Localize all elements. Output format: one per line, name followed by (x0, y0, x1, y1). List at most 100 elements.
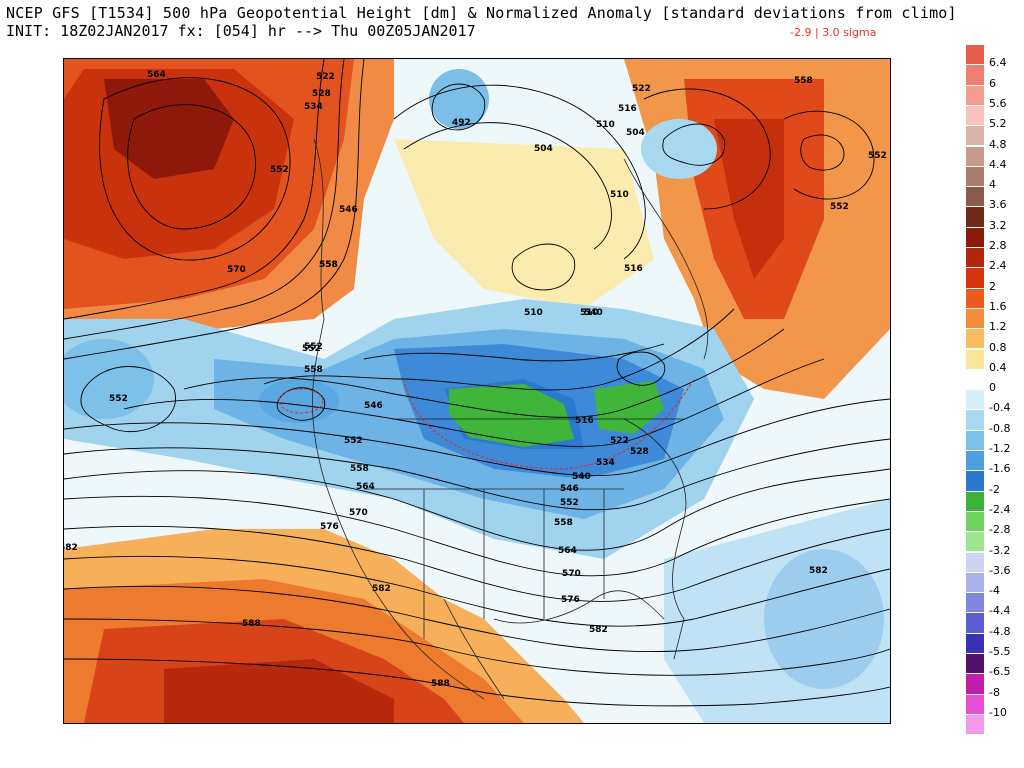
contour-label: 528 (630, 447, 649, 457)
contour-label: 552 (109, 394, 128, 404)
contour-label: 546 (364, 401, 383, 411)
coastlines (312, 138, 709, 700)
colorbar-label: -4.4 (989, 604, 1011, 618)
colorbar-label: 3.6 (989, 198, 1007, 212)
colorbar-swatch (966, 206, 984, 227)
contour-label: 546 (339, 205, 358, 215)
contour-label: 552 (304, 342, 323, 352)
colorbar-swatch (966, 287, 984, 308)
colorbar-label: 0.4 (989, 360, 1007, 374)
colorbar-label: -3.2 (989, 543, 1011, 557)
contour-label: 552 (270, 165, 289, 175)
contour-label: 540 (572, 472, 591, 482)
colorbar-label: 6 (989, 76, 996, 90)
sigma-range: -2.9 | 3.0 sigma (790, 26, 877, 39)
contour-label: 570 (562, 569, 581, 579)
colorbar-swatch (966, 470, 984, 491)
contour-label: 534 (596, 458, 615, 468)
colorbar-swatch (966, 551, 984, 572)
contour-label: 510 (524, 308, 543, 318)
colorbar-swatch (966, 653, 984, 674)
colorbar-label: 2.8 (989, 239, 1007, 252)
colorbar-swatch (966, 44, 984, 65)
colorbar-label: 2 (989, 279, 996, 293)
contour-label: 510 (596, 120, 615, 130)
contour-label: 576 (320, 522, 339, 532)
contour-label: 582 (809, 566, 828, 576)
contour-label: 552 (302, 344, 321, 354)
contour-label: 522 (316, 72, 335, 82)
colorbar-swatch (966, 267, 984, 288)
colorbar-swatch (966, 429, 984, 450)
colorbar-label: 3.2 (989, 218, 1007, 232)
colorbar-label: 6.4 (989, 56, 1007, 70)
colorbar-label: -5.5 (989, 645, 1011, 658)
colorbar-label: -0.4 (989, 401, 1011, 415)
contour-label: 558 (304, 365, 323, 375)
colorbar-label: -8 (989, 685, 1000, 699)
colorbar-swatch (966, 125, 984, 146)
colorbar-label: 1.2 (989, 320, 1007, 334)
colorbar-swatch (966, 510, 984, 532)
map-canvas: 564 522 528 534 552 546 558 552 504 492 … (64, 59, 890, 723)
init-time: INIT: 18Z02JAN2017 fx: [054] hr --> Thu … (6, 22, 476, 40)
colorbar-label: 0 (989, 381, 996, 395)
colorbar-swatch (966, 84, 984, 105)
contour-label: 558 (319, 260, 338, 270)
colorbar-label: 4.8 (989, 137, 1007, 151)
contour-label: 582 (589, 625, 608, 635)
chart-title: NCEP GFS [T1534] 500 hPa Geopotential He… (6, 4, 957, 22)
colorbar-label: 1.6 (989, 299, 1007, 313)
colorbar-label: 0.8 (989, 340, 1007, 354)
contour-label: 570 (227, 265, 246, 275)
colorbar-label: -6.5 (989, 665, 1011, 679)
colorbar-label: 4.4 (989, 157, 1007, 171)
colorbar-label: 4 (989, 178, 996, 192)
colorbar-label: -1.2 (989, 442, 1011, 455)
contour-label: 516 (575, 416, 594, 426)
contour-label: 516 (624, 264, 643, 274)
colorbar-swatch (966, 226, 984, 247)
contour-label: 558 (350, 464, 369, 474)
contour-label: 558 (554, 518, 573, 528)
contour-label: 492 (452, 118, 471, 128)
colorbar-swatch (966, 165, 984, 187)
colorbar-swatch (966, 64, 984, 85)
colorbar-swatch (966, 328, 984, 349)
colorbar-label: -2 (989, 482, 1000, 496)
contour-label: 570 (349, 508, 368, 518)
colorbar-label: 5.2 (989, 117, 1007, 131)
colorbar-label: -3.6 (989, 563, 1011, 577)
colorbar-label: 5.6 (989, 96, 1007, 110)
contour-label: 522 (632, 84, 651, 94)
colorbar-swatch (966, 247, 984, 268)
contour-label: 522 (610, 436, 629, 446)
sigma-contour (278, 378, 695, 470)
contour-label: 558 (319, 260, 338, 270)
colorbar-label: -4.8 (989, 624, 1011, 638)
contour-label: 552 (560, 498, 579, 508)
colorbar-swatch (966, 307, 984, 329)
contour-label: 504 (534, 144, 553, 154)
contour-label: 588 (242, 619, 261, 629)
contour-labels: 564 522 528 534 552 546 558 552 504 492 … (64, 70, 887, 689)
colorbar-swatch (966, 450, 984, 471)
contour-label: 582 (64, 543, 78, 553)
colorbar-swatch (966, 713, 984, 735)
contour-label: 510 (580, 308, 599, 318)
colorbar-swatch (966, 693, 984, 714)
colorbar-label: -10 (989, 705, 1007, 719)
contour-label: 558 (794, 76, 813, 86)
colorbar-swatch (966, 389, 984, 410)
colorbar-swatch (966, 348, 984, 369)
contour-label: 534 (304, 102, 323, 112)
colorbar-label: -2.4 (989, 502, 1011, 516)
contour-label: 546 (560, 484, 579, 494)
contour-label: 510 (610, 190, 629, 200)
contour-label: 576 (561, 595, 580, 605)
colorbar-swatch (966, 490, 984, 511)
height-contours (64, 59, 890, 707)
anomaly-map: 564 522 528 534 552 546 558 552 504 492 … (63, 58, 891, 724)
colorbar-swatch (966, 571, 984, 593)
colorbar-swatch (966, 673, 984, 694)
